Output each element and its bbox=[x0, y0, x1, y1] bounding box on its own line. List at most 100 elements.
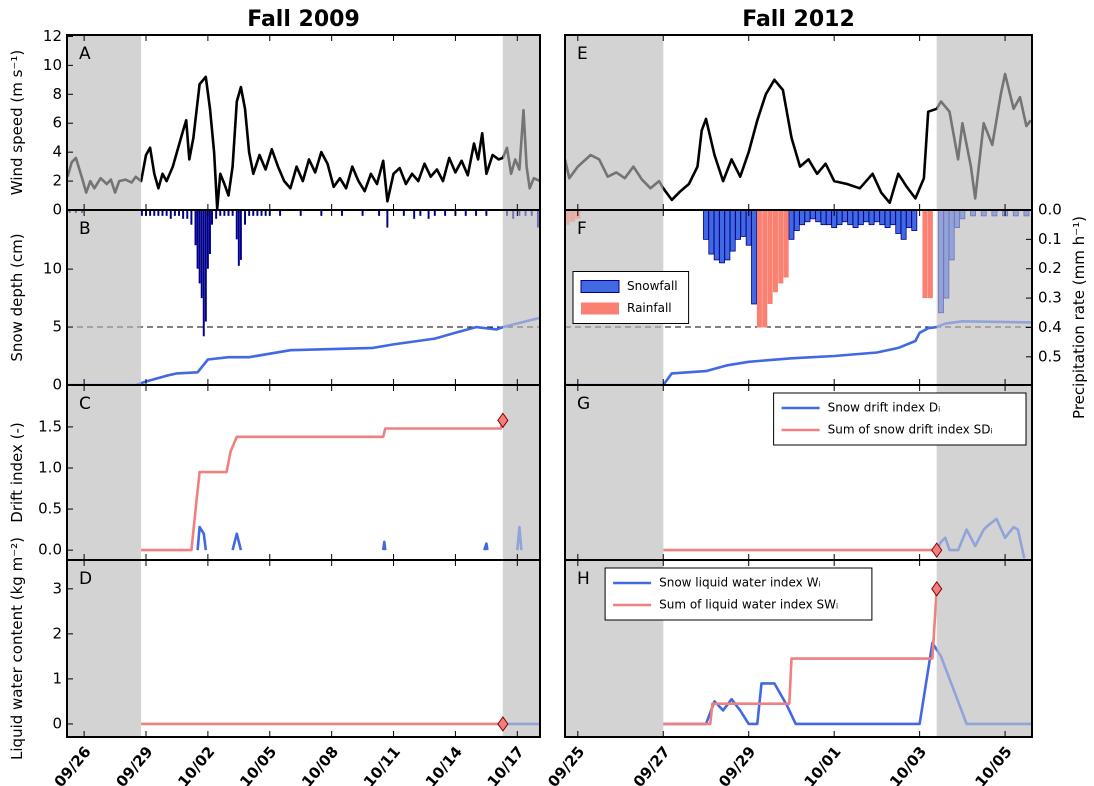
column-title: Fall 2012 bbox=[742, 7, 855, 32]
y-tick-label: 1 bbox=[52, 669, 62, 687]
y-axis-label: Wind speed (m s⁻¹) bbox=[8, 50, 26, 195]
precip-bar bbox=[900, 210, 907, 240]
x-tick-label: 10/17 bbox=[484, 743, 528, 786]
precip-bar bbox=[788, 210, 795, 240]
precip-bar bbox=[444, 210, 447, 216]
precip-bar bbox=[485, 210, 488, 216]
precip-bar bbox=[895, 210, 902, 234]
end-marker bbox=[497, 716, 509, 732]
precip-bar bbox=[889, 210, 896, 226]
y-tick-label: 0.5 bbox=[38, 500, 62, 518]
end-marker bbox=[931, 542, 943, 559]
precip-bar bbox=[402, 210, 405, 216]
precip-bar bbox=[464, 210, 467, 216]
precip-bar bbox=[248, 210, 251, 216]
precip-bar bbox=[237, 210, 240, 266]
precip-bar bbox=[751, 210, 758, 305]
precip-bar bbox=[190, 210, 193, 225]
y2-tick-label: 0.0 bbox=[1038, 201, 1062, 219]
panel-frame bbox=[66, 559, 541, 738]
precip-bar bbox=[868, 210, 875, 226]
precip-bar bbox=[756, 210, 762, 328]
shade-overlay bbox=[67, 210, 142, 385]
y2-tick-label: 0.3 bbox=[1038, 289, 1062, 307]
y-tick-label: 0 bbox=[52, 201, 62, 219]
x-tick-label: 09/29 bbox=[715, 743, 759, 786]
y-axis-label: Drift index (-) bbox=[8, 422, 26, 522]
precip-bar bbox=[729, 210, 736, 252]
precip-bar bbox=[825, 210, 832, 226]
shade-overlay bbox=[67, 385, 142, 560]
precip-bar bbox=[863, 210, 870, 223]
x-tick-label: 10/02 bbox=[174, 743, 218, 786]
y-tick-label: 2 bbox=[52, 172, 62, 190]
precip-bar bbox=[204, 210, 207, 322]
legend-swatch bbox=[580, 280, 620, 293]
panel-plot bbox=[565, 560, 1032, 737]
legend-box bbox=[773, 392, 1027, 446]
precip-bar bbox=[186, 210, 189, 219]
legend-label: Rainfall bbox=[627, 301, 672, 315]
shade-overlay bbox=[502, 210, 540, 385]
precip-bar bbox=[724, 210, 731, 261]
precip-bar bbox=[235, 210, 238, 240]
precip-bar bbox=[299, 210, 302, 216]
y2-tick-label: 0.2 bbox=[1038, 259, 1062, 277]
shade-overlay bbox=[936, 560, 1032, 737]
precip-bar bbox=[165, 210, 168, 216]
precip-bar bbox=[772, 210, 778, 293]
precip-bar bbox=[804, 210, 811, 223]
y-tick-label: 1.0 bbox=[38, 458, 62, 476]
y-tick-label: 3 bbox=[52, 579, 62, 597]
precip-bar bbox=[161, 210, 164, 216]
precip-bar bbox=[340, 210, 343, 216]
panel-letter: A bbox=[79, 44, 91, 64]
shade-overlay bbox=[502, 560, 540, 737]
precip-bar bbox=[320, 210, 323, 216]
y-tick-label: 4 bbox=[52, 143, 62, 161]
y-axis-label: Liquid water content (kg m⁻²) bbox=[8, 537, 26, 760]
precip-bar bbox=[169, 210, 172, 219]
precip-bar bbox=[820, 210, 827, 226]
precip-bar bbox=[200, 210, 203, 299]
precip-bar bbox=[149, 210, 152, 216]
shade-overlay bbox=[67, 35, 142, 210]
precip-bar bbox=[386, 210, 389, 228]
y-tick-label: 12 bbox=[43, 27, 62, 45]
series-line bbox=[67, 75, 540, 210]
precip-bar bbox=[767, 210, 773, 304]
x-tick-label: 10/08 bbox=[298, 743, 342, 786]
precip-bar bbox=[719, 210, 725, 264]
precip-bar bbox=[873, 210, 880, 223]
precip-bar bbox=[879, 210, 886, 226]
x-tick-label: 10/11 bbox=[360, 743, 404, 786]
x-tick-label: 10/05 bbox=[971, 743, 1015, 786]
series-line bbox=[663, 588, 938, 726]
x-tick-label: 09/29 bbox=[112, 743, 156, 786]
precip-bar bbox=[206, 210, 209, 269]
precip-bar bbox=[378, 210, 381, 216]
x-tick-label: 10/05 bbox=[236, 743, 280, 786]
panel-plot bbox=[565, 385, 1032, 560]
precip-bar bbox=[244, 210, 246, 225]
shade-overlay bbox=[936, 35, 1032, 210]
panel-plot bbox=[67, 385, 540, 560]
precip-bar bbox=[762, 210, 768, 328]
precip-bar bbox=[740, 210, 747, 237]
precip-bar bbox=[260, 210, 263, 216]
legend-label: Sum of snow drift index SDᵢ bbox=[828, 423, 993, 437]
precip-bar bbox=[198, 210, 201, 284]
x-tick-label: 09/27 bbox=[630, 743, 674, 786]
precip-bar bbox=[884, 210, 891, 229]
panel-plot bbox=[67, 210, 540, 385]
panel-letter: C bbox=[79, 394, 91, 414]
panel-letter: D bbox=[79, 569, 92, 589]
y2-tick-label: 0.4 bbox=[1038, 318, 1062, 336]
y-tick-label: 10 bbox=[43, 56, 62, 74]
precip-bar bbox=[252, 210, 255, 216]
precip-bar bbox=[194, 210, 197, 246]
y-tick-label: 0 bbox=[52, 376, 62, 394]
y-tick-label: 8 bbox=[52, 85, 62, 103]
precip-bar bbox=[182, 210, 185, 219]
